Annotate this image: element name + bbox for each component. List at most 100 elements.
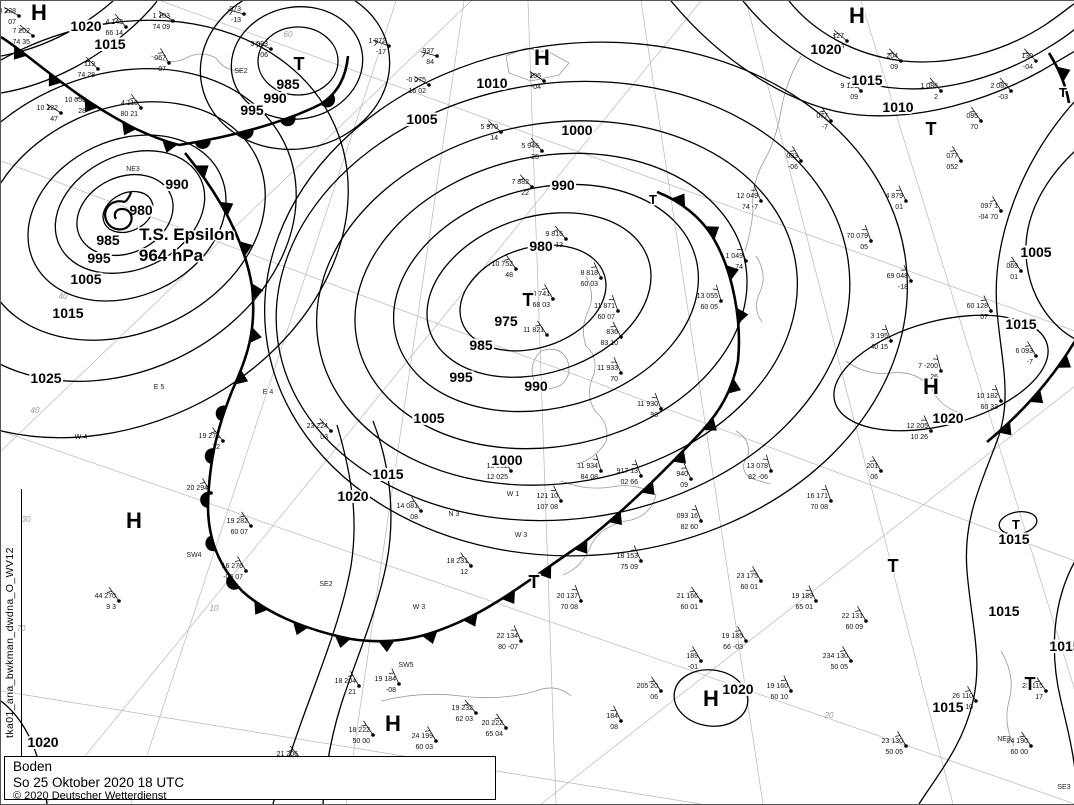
station-value: 60 01 [680,604,698,611]
station-value: 09 [890,64,898,71]
station-value: 84 [426,59,434,66]
station-value: 11 930 [637,401,658,408]
station-value: 12 025 [487,474,509,481]
legend-title: Boden [13,759,487,775]
station-dot [759,579,763,583]
pressure-center-T: T [1025,674,1036,694]
station-dot [999,209,1003,213]
station-dot [599,469,603,473]
station-dot [579,599,583,603]
station-value: 82 60 [680,524,698,531]
front-symbol-cold [422,631,441,646]
legend-box: Boden So 25 Oktober 2020 18 UTC © 2020 D… [4,756,496,800]
station-dot [989,309,993,313]
station-dot [329,429,333,433]
station-value: 05 [860,244,868,251]
station-value: 70 [610,376,618,383]
storm-pressure-label: 964 hPa [139,246,204,265]
storm-name-label: T.S. Epsilon [139,225,234,244]
isobar-label: 995 [240,102,264,118]
ship-wind-label: W 1 [507,491,520,498]
station-value: 189 [686,653,698,660]
station-dot [1044,689,1048,693]
isobar-label: 1015 [851,72,882,88]
station-value: -17 [376,49,386,56]
station-value: 08 [410,514,418,521]
front-symbol-cold [220,196,237,215]
station-value: 60 10 [770,694,788,701]
station-value: 74 35 [12,39,30,46]
station-value: 10 182 [977,393,999,400]
pressure-center-H: H [849,3,865,28]
station-value: 24 199 [412,733,434,740]
station-dot [139,106,143,110]
station-value: -18 [898,284,908,291]
ship-wind-label: N 3 [449,511,460,518]
station-dot [959,159,963,163]
station-dot [829,499,833,503]
ship-wind-label: E 4 [263,389,274,396]
station-value: 70 08 [810,504,828,511]
station-dot [864,619,868,623]
station-value: 19 184 [375,676,397,683]
station-dot [759,199,763,203]
coastline [1001,651,1014,746]
station-dot [619,371,623,375]
station-dot [435,54,439,58]
station-dot [659,689,663,693]
grid-line [1,161,1074,561]
station-value: 60 03 [580,281,598,288]
pressure-center-T: T [523,290,534,310]
graticule-label: 30 [22,515,31,524]
station-dot [242,12,246,16]
wind-barb-tick [950,151,955,152]
station-dot [849,659,853,663]
station-value: 60 00 [1010,749,1028,756]
station-value: 937 [422,48,434,55]
station-dot [559,499,563,503]
wind-barb-tick [649,681,654,682]
station-value: 06 [260,52,268,59]
station-value: 13 078 [747,463,769,470]
front-symbol-cold [195,159,213,178]
front-symbol-cold [1057,62,1073,81]
station-dot [474,711,478,715]
station-dot [469,564,473,568]
station-value: 18 222 [349,727,371,734]
front-symbol-cold [998,422,1017,441]
isobar-label: 1020 [337,488,368,504]
wind-barb-tick [870,461,875,462]
isobar-label: 1005 [70,271,101,287]
legend-copyright: © 2020 Deutscher Wetterdienst [13,790,487,803]
station-value: 75 09 [620,564,638,571]
isobar-label: 1020 [70,18,101,34]
isobar-label: 990 [263,90,287,106]
coastline [846,361,961,413]
front-symbol-cold [463,613,482,630]
station-dot [699,599,703,603]
station-value: 12 049 [737,193,759,200]
station-value: 01 [1010,274,1018,281]
station-value: 22 134 [497,633,519,640]
isobar-label: 980 [529,238,553,254]
station-value: -04 [1023,64,1033,71]
station-value: 11 871 [594,303,615,310]
station-value: 60 07 [230,529,248,536]
station-dot [540,149,544,153]
station-value: 205 20 [637,683,659,690]
station-value: 121 10 [537,493,559,500]
station-dot [551,297,555,301]
station-value: 70 079 [847,233,869,240]
isobar-label: 1000 [561,122,592,138]
front-symbol-cold [1030,390,1049,409]
wind-barb-tick [235,561,240,562]
pressure-center-T: T [294,54,305,74]
front-symbol-cold [249,601,268,619]
front-symbol-cold [728,379,744,398]
station-value: 28 [78,108,86,115]
station-dot [699,519,703,523]
isobar-label: 1015 [1005,316,1036,332]
grid-line [161,1,1074,331]
station-value: 184 [606,713,618,720]
wind-barb-tick [750,571,755,572]
